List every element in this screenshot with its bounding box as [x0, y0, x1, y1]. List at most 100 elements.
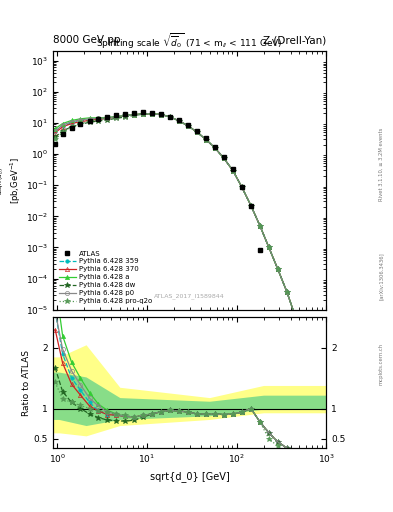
Pythia 6.428 a [141, 111, 146, 117]
Pythia 6.428 p0 [222, 156, 226, 162]
Pythia 6.428 a [294, 315, 298, 321]
Pythia 6.428 370 [141, 111, 146, 117]
Line: Pythia 6.428 pro-q2o: Pythia 6.428 pro-q2o [52, 111, 316, 375]
Pythia 6.428 359 [150, 111, 154, 117]
ATLAS [249, 203, 253, 209]
Pythia 6.428 pro-q2o [141, 111, 146, 117]
Pythia 6.428 dw [186, 123, 191, 129]
Pythia 6.428 359 [302, 342, 307, 348]
Pythia 6.428 dw [78, 121, 83, 127]
Pythia 6.428 359 [69, 120, 74, 126]
Pythia 6.428 p0 [257, 223, 262, 229]
Pythia 6.428 pro-q2o [294, 315, 298, 321]
Pythia 6.428 pro-q2o [96, 116, 101, 122]
Pythia 6.428 dw [311, 369, 316, 375]
ATLAS [168, 114, 173, 120]
Pythia 6.428 359 [105, 115, 110, 121]
Pythia 6.428 359 [141, 111, 146, 117]
Pythia 6.428 370 [275, 266, 280, 272]
Text: Z (Drell-Yan): Z (Drell-Yan) [263, 35, 326, 45]
Pythia 6.428 p0 [150, 111, 154, 117]
Line: Pythia 6.428 p0: Pythia 6.428 p0 [53, 112, 316, 374]
ATLAS [96, 116, 101, 122]
Pythia 6.428 359 [87, 117, 92, 123]
Pythia 6.428 a [222, 156, 226, 162]
Pythia 6.428 370 [114, 114, 119, 120]
Title: Splitting scale $\sqrt{\overline{d}_0}$ (71 < m$_{ll}$ < 111 GeV): Splitting scale $\sqrt{\overline{d}_0}$ … [96, 32, 283, 51]
Pythia 6.428 359 [266, 244, 271, 250]
Y-axis label: $\frac{d\sigma}{dsqrt(d_0)}$
[pb,GeV$^{-1}$]: $\frac{d\sigma}{dsqrt(d_0)}$ [pb,GeV$^{-… [0, 157, 23, 204]
Pythia 6.428 p0 [69, 118, 74, 124]
Y-axis label: Ratio to ATLAS: Ratio to ATLAS [22, 350, 31, 416]
Pythia 6.428 370 [87, 117, 92, 123]
Pythia 6.428 dw [53, 134, 57, 140]
Pythia 6.428 a [114, 114, 119, 120]
Pythia 6.428 pro-q2o [159, 112, 163, 118]
Pythia 6.428 359 [186, 123, 191, 129]
Pythia 6.428 359 [177, 118, 182, 124]
Pythia 6.428 pro-q2o [213, 145, 217, 151]
Pythia 6.428 pro-q2o [249, 203, 253, 209]
Pythia 6.428 dw [114, 115, 119, 121]
Pythia 6.428 p0 [302, 342, 307, 348]
Pythia 6.428 pro-q2o [204, 137, 208, 143]
Pythia 6.428 359 [159, 112, 163, 118]
Pythia 6.428 a [53, 125, 57, 132]
Pythia 6.428 p0 [285, 289, 289, 295]
Pythia 6.428 p0 [240, 184, 244, 190]
Pythia 6.428 370 [257, 223, 262, 229]
Pythia 6.428 a [168, 114, 173, 120]
ATLAS [60, 131, 65, 137]
Pythia 6.428 370 [186, 123, 191, 129]
Pythia 6.428 a [285, 289, 289, 295]
Pythia 6.428 370 [123, 113, 128, 119]
Pythia 6.428 a [213, 145, 217, 151]
Pythia 6.428 dw [222, 156, 226, 162]
Pythia 6.428 370 [204, 137, 208, 143]
Pythia 6.428 370 [266, 244, 271, 250]
Pythia 6.428 p0 [53, 128, 57, 134]
Pythia 6.428 pro-q2o [69, 124, 74, 130]
Pythia 6.428 pro-q2o [105, 115, 110, 121]
Pythia 6.428 pro-q2o [195, 129, 200, 135]
Pythia 6.428 a [150, 111, 154, 117]
Pythia 6.428 a [105, 114, 110, 120]
ATLAS [159, 111, 163, 117]
Pythia 6.428 p0 [78, 117, 83, 123]
Pythia 6.428 a [60, 120, 65, 126]
Pythia 6.428 dw [159, 112, 163, 118]
Pythia 6.428 pro-q2o [132, 112, 137, 118]
Pythia 6.428 370 [222, 156, 226, 162]
Pythia 6.428 370 [168, 114, 173, 120]
Text: [arXiv:1306.3436]: [arXiv:1306.3436] [379, 252, 384, 301]
Pythia 6.428 a [78, 116, 83, 122]
Pythia 6.428 p0 [60, 122, 65, 128]
Pythia 6.428 a [249, 203, 253, 209]
Pythia 6.428 pro-q2o [87, 118, 92, 124]
Pythia 6.428 dw [168, 114, 173, 120]
X-axis label: sqrt{d_0} [GeV]: sqrt{d_0} [GeV] [150, 471, 230, 482]
Pythia 6.428 p0 [87, 116, 92, 122]
Legend: ATLAS, Pythia 6.428 359, Pythia 6.428 370, Pythia 6.428 a, Pythia 6.428 dw, Pyth: ATLAS, Pythia 6.428 359, Pythia 6.428 37… [57, 248, 154, 306]
Pythia 6.428 359 [60, 123, 65, 129]
Pythia 6.428 a [132, 112, 137, 118]
Pythia 6.428 p0 [195, 129, 200, 135]
Pythia 6.428 p0 [177, 118, 182, 124]
Pythia 6.428 370 [60, 124, 65, 130]
ATLAS [132, 110, 137, 116]
ATLAS [222, 154, 226, 160]
Pythia 6.428 p0 [159, 112, 163, 118]
Pythia 6.428 pro-q2o [257, 223, 262, 229]
Pythia 6.428 370 [213, 145, 217, 151]
Pythia 6.428 dw [150, 111, 154, 117]
Pythia 6.428 p0 [231, 168, 235, 174]
Pythia 6.428 a [311, 369, 316, 375]
Pythia 6.428 dw [87, 119, 92, 125]
Pythia 6.428 dw [123, 114, 128, 120]
Text: mcplots.cern.ch: mcplots.cern.ch [379, 343, 384, 385]
Pythia 6.428 p0 [266, 244, 271, 250]
Pythia 6.428 370 [159, 112, 163, 118]
Pythia 6.428 370 [231, 168, 235, 174]
Text: ATLAS_2017_I1589844: ATLAS_2017_I1589844 [154, 294, 225, 300]
Pythia 6.428 359 [123, 113, 128, 119]
